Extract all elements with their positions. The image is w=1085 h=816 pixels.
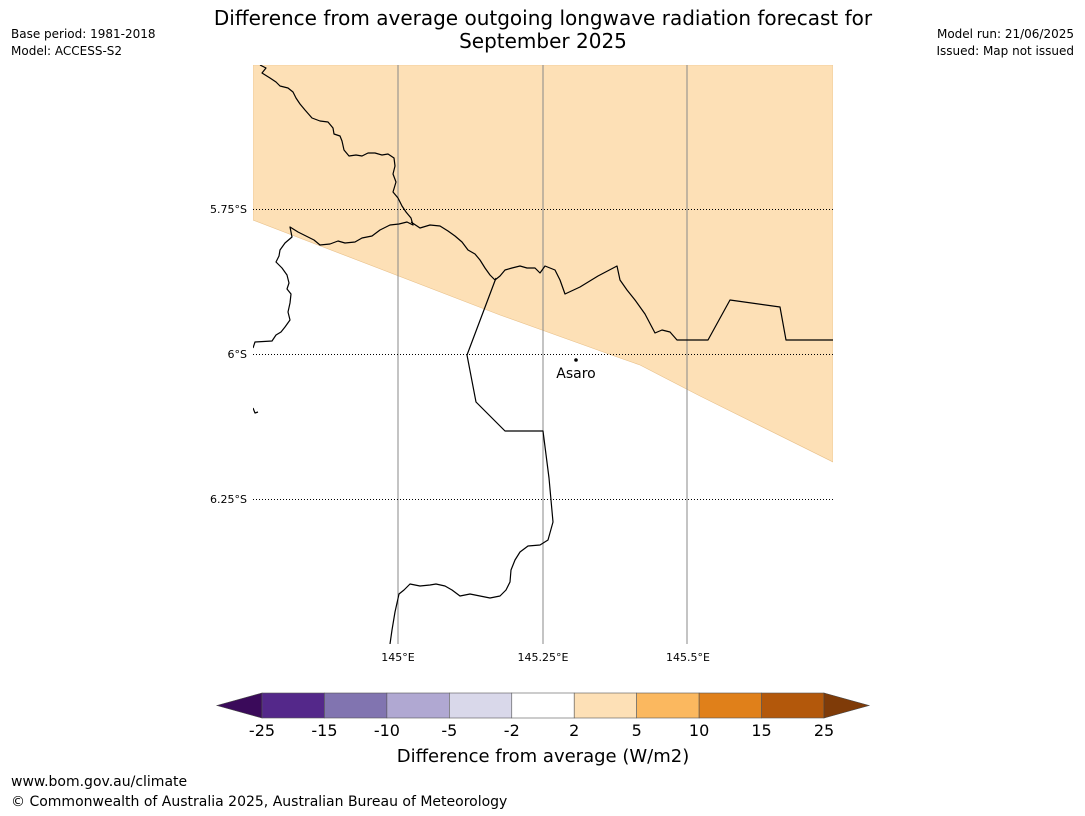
latitude-labels: 5.75°S 6°S 6.25°S	[210, 203, 247, 506]
model-name: Model: ACCESS-S2	[11, 44, 123, 58]
colorbar-segment-3	[386, 692, 450, 719]
asaro-location-dot	[574, 358, 578, 362]
colorbar-tick-label: 5	[632, 721, 642, 740]
colorbar-tick-label: 10	[689, 721, 709, 740]
lon-label-145-25e: 145.25°E	[518, 651, 569, 664]
model-run: Model run: 21/06/2025	[936, 27, 1074, 41]
colorbar-tick-label: -2	[504, 721, 520, 740]
colorbar-extend-low	[215, 692, 263, 719]
colorbar-segment-7	[636, 692, 700, 719]
colorbar-tick-label: 15	[751, 721, 771, 740]
map-title-line1: Difference from average outgoing longwav…	[213, 6, 873, 30]
border-upper	[253, 65, 414, 349]
colorbar-segment-9	[761, 692, 825, 719]
colorbar-segment-6	[573, 692, 637, 719]
colorbar: -25 -15 -10 -5 -2 2 5 10 15 25 Difference from av…	[215, 692, 871, 767]
place-marker-asaro: Asaro	[556, 358, 596, 382]
footer-copyright: © Commonwealth of Australia 2025, Austra…	[11, 794, 508, 810]
lon-label-145e: 145°E	[381, 651, 414, 664]
colorbar-extend-high	[823, 692, 871, 719]
colorbar-segment-1	[261, 692, 325, 719]
border-ridge	[410, 221, 833, 341]
colorbar-segment-5	[511, 692, 575, 719]
border-southern	[389, 277, 554, 644]
map-title-line2: September 2025	[459, 29, 627, 53]
model-info: Base period: 1981-2018 Model: ACCESS-S2	[11, 26, 156, 60]
colorbar-title: Difference from average (W/m2)	[397, 746, 689, 767]
colorbar-tick-label: -15	[311, 721, 337, 740]
footer-url: www.bom.gov.au/climate	[11, 774, 188, 790]
colorbar-tick-label: 2	[569, 721, 579, 740]
colorbar-tick-label: -5	[441, 721, 457, 740]
colorbar-segment-8	[698, 692, 762, 719]
lon-label-145-5e: 145.5°E	[666, 651, 710, 664]
colorbar-segment-2	[324, 692, 388, 719]
lat-label-6s: 6°S	[228, 348, 247, 361]
map-area: Asaro	[253, 65, 833, 644]
border-fragment	[253, 407, 259, 414]
colorbar-segment-4	[449, 692, 513, 719]
asaro-label: Asaro	[556, 366, 595, 382]
run-info: Model run: 21/06/2025 Issued: Map not is…	[936, 26, 1074, 60]
map-title: Difference from average outgoing longwav…	[143, 7, 943, 53]
colorbar-tick-label: -25	[249, 721, 275, 740]
province-borders	[253, 65, 833, 644]
lat-label-5-75s: 5.75°S	[210, 203, 247, 216]
colorbar-tick-label: -10	[374, 721, 400, 740]
parallels	[253, 209, 833, 500]
lat-label-6-25s: 6.25°S	[210, 493, 247, 506]
longitude-labels: 145°E 145.25°E 145.5°E	[381, 651, 710, 664]
issued-status: Issued: Map not issued	[936, 44, 1074, 58]
colorbar-tick-label: 25	[814, 721, 834, 740]
base-period: Base period: 1981-2018	[11, 27, 156, 41]
